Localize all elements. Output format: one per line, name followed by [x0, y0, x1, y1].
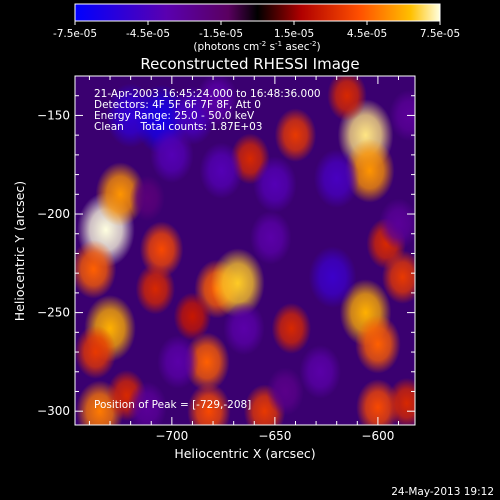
heatmap-blob: [299, 344, 341, 399]
heatmap-blob: [274, 108, 317, 162]
colorbar-unit-label: (photons cm-2 s-1 asec-2): [193, 40, 320, 53]
heatmap-blob: [157, 335, 199, 389]
colorbar-tick-label: -1.5e-05: [199, 28, 243, 40]
x-tick-label: −650: [258, 429, 291, 443]
heatmap-blob: [253, 156, 297, 213]
heatmap-blobs: [75, 76, 415, 425]
y-tick-label: −200: [37, 207, 70, 221]
x-tick-label: −600: [361, 429, 394, 443]
colorbar-tick-label: -7.5e-05: [53, 28, 97, 40]
y-axis-label: Heliocentric Y (arcsec): [12, 181, 27, 321]
colorbar-ticks: -7.5e-05 -4.5e-05 -1.5e-05 1.5e-05 4.5e-05 7.…: [53, 21, 460, 40]
heatmap-blob: [173, 292, 212, 341]
axis-ticks: −700 −650 −600 −150 −200 −250 −300: [37, 75, 415, 443]
heatmap-blob: [184, 332, 230, 392]
peak-position-label: Position of Peak = [-729,-208]: [94, 399, 251, 411]
heatmap-blob: [75, 239, 117, 299]
heatmap-blob: [127, 381, 167, 425]
heatmap-blob: [355, 314, 401, 374]
y-tick-label: −150: [37, 108, 70, 122]
heatmap-blob: [75, 325, 117, 379]
heatmap-blob: [196, 76, 238, 127]
heatmap-blob: [271, 302, 312, 354]
plot-frame: [74, 75, 416, 426]
colorbar-tick-label: 1.5e-05: [274, 28, 314, 40]
heatmap-blob: [129, 175, 165, 222]
colorbar-tick-label: -4.5e-05: [126, 28, 170, 40]
colorbar-tick-label: 4.5e-05: [347, 28, 387, 40]
annotation-detectors: Detectors: 4F 5F 6F 7F 8F, Att 0: [94, 99, 261, 111]
heatmap-blob: [378, 198, 415, 250]
x-tick-label: −700: [155, 429, 188, 443]
heatmap-blob: [139, 221, 184, 278]
heatmap-blob: [250, 210, 292, 265]
annotation-total-counts: Clean Total counts: 1.87E+03: [94, 121, 263, 133]
heatmap-blob: [187, 383, 231, 425]
heatmap-blob: [223, 301, 265, 356]
timestamp: 24-May-2013 19:12: [391, 486, 494, 498]
annotation-energy-range: Energy Range: 25.0 - 50.0 keV: [94, 110, 255, 122]
heatmap-blob: [381, 250, 415, 304]
heatmap-blob: [389, 89, 415, 141]
heatmap-blob: [150, 126, 194, 184]
y-tick-label: −250: [37, 306, 70, 320]
heatmap-blob: [313, 149, 360, 209]
heatmap-blob: [210, 248, 265, 318]
chart-title: Reconstructed RHESSI Image: [140, 55, 359, 73]
heatmap-blob: [387, 377, 415, 425]
x-axis-label: Heliocentric X (arcsec): [174, 446, 315, 461]
heatmap-blob: [199, 142, 244, 199]
heatmap-blob: [327, 76, 367, 122]
colorbar-tick-label: 7.5e-05: [420, 28, 460, 40]
heatmap-blob: [135, 263, 176, 315]
colorbar: [74, 3, 441, 22]
annotation-time-range: 21-Apr-2003 16:45:24.000 to 16:48:36.000: [94, 88, 321, 100]
heatmap-blob: [308, 246, 357, 308]
heatmap-blob: [266, 367, 304, 416]
y-tick-label: −300: [37, 404, 70, 418]
